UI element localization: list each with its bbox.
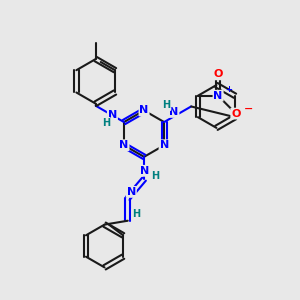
Text: O: O	[213, 69, 223, 80]
Text: N: N	[169, 107, 178, 117]
Text: N: N	[214, 91, 223, 101]
Text: N: N	[160, 140, 169, 150]
Text: N: N	[140, 106, 149, 116]
Text: N: N	[108, 110, 117, 120]
Text: H: H	[151, 171, 159, 181]
Text: N: N	[140, 166, 149, 176]
Text: +: +	[226, 85, 232, 94]
Text: O: O	[231, 109, 241, 118]
Text: −: −	[243, 104, 253, 114]
Text: H: H	[132, 209, 140, 219]
Text: N: N	[127, 187, 136, 197]
Text: H: H	[102, 118, 110, 128]
Text: N: N	[119, 140, 129, 150]
Text: H: H	[162, 100, 170, 110]
